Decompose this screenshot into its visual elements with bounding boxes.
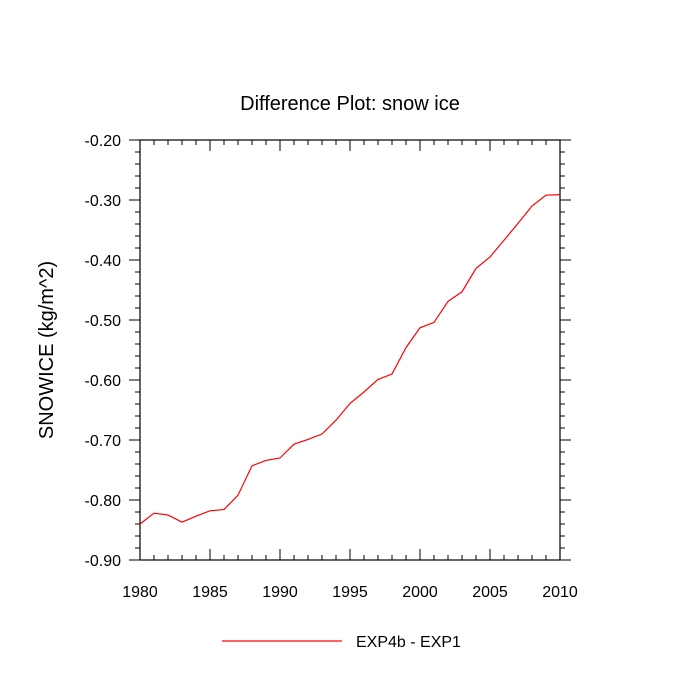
- series-line: [139, 194, 561, 525]
- series-layer: [139, 194, 561, 525]
- x-tick-label: 1995: [332, 584, 368, 601]
- y-tick-label: -0.90: [85, 553, 122, 570]
- y-tick-label: -0.60: [85, 373, 122, 390]
- y-tick-label: -0.40: [85, 253, 122, 270]
- x-tick-label: 2000: [402, 584, 438, 601]
- axis-ticks: 1980 1985 1990 1995 2000 2005 2010 -0.20 -0.30 -0…: [85, 133, 578, 601]
- x-tick-label: 1990: [262, 584, 298, 601]
- chart-title: Difference Plot: snow ice: [240, 93, 460, 115]
- x-tick-label: 2005: [472, 584, 508, 601]
- y-tick-label: -0.20: [85, 133, 122, 150]
- x-tick-label: 1985: [192, 584, 228, 601]
- legend-entry-label: EXP4b - EXP1: [356, 634, 461, 651]
- y-tick-label: -0.80: [85, 493, 122, 510]
- x-tick-label: 2010: [542, 584, 578, 601]
- y-tick-label: -0.70: [85, 433, 122, 450]
- y-tick-label: -0.30: [85, 193, 122, 210]
- y-tick-label: -0.50: [85, 313, 122, 330]
- legend: EXP4b - EXP1: [222, 634, 461, 651]
- plot-frame: [139, 139, 561, 561]
- x-tick-label: 1980: [122, 584, 158, 601]
- y-axis-label: SNOWICE (kg/m^2): [36, 261, 58, 439]
